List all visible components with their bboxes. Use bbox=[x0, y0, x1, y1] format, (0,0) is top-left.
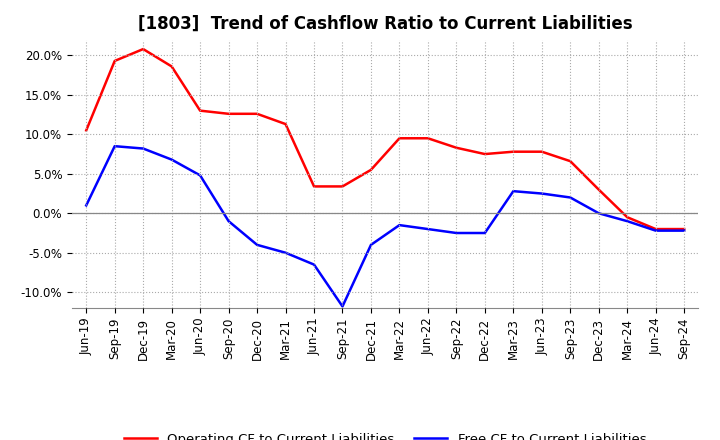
Operating CF to Current Liabilities bbox=[537, 149, 546, 154]
Operating CF to Current Liabilities bbox=[225, 111, 233, 117]
Free CF to Current Liabilities bbox=[680, 228, 688, 233]
Operating CF to Current Liabilities bbox=[652, 227, 660, 232]
Free CF to Current Liabilities bbox=[509, 188, 518, 194]
Operating CF to Current Liabilities bbox=[395, 136, 404, 141]
Free CF to Current Liabilities bbox=[167, 157, 176, 162]
Operating CF to Current Liabilities bbox=[566, 158, 575, 164]
Free CF to Current Liabilities bbox=[82, 203, 91, 208]
Operating CF to Current Liabilities bbox=[110, 58, 119, 63]
Operating CF to Current Liabilities bbox=[338, 184, 347, 189]
Operating CF to Current Liabilities bbox=[423, 136, 432, 141]
Free CF to Current Liabilities bbox=[566, 195, 575, 200]
Operating CF to Current Liabilities bbox=[509, 149, 518, 154]
Free CF to Current Liabilities bbox=[139, 146, 148, 151]
Free CF to Current Liabilities bbox=[225, 219, 233, 224]
Operating CF to Current Liabilities bbox=[196, 108, 204, 113]
Free CF to Current Liabilities bbox=[196, 173, 204, 178]
Free CF to Current Liabilities bbox=[110, 143, 119, 149]
Line: Free CF to Current Liabilities: Free CF to Current Liabilities bbox=[86, 146, 684, 306]
Operating CF to Current Liabilities bbox=[452, 145, 461, 150]
Operating CF to Current Liabilities bbox=[366, 167, 375, 172]
Free CF to Current Liabilities bbox=[652, 228, 660, 233]
Operating CF to Current Liabilities bbox=[82, 128, 91, 133]
Free CF to Current Liabilities bbox=[537, 191, 546, 196]
Free CF to Current Liabilities bbox=[282, 250, 290, 255]
Free CF to Current Liabilities bbox=[623, 219, 631, 224]
Operating CF to Current Liabilities bbox=[253, 111, 261, 117]
Operating CF to Current Liabilities bbox=[623, 215, 631, 220]
Free CF to Current Liabilities bbox=[452, 231, 461, 236]
Legend: Operating CF to Current Liabilities, Free CF to Current Liabilities: Operating CF to Current Liabilities, Fre… bbox=[119, 427, 652, 440]
Title: [1803]  Trend of Cashflow Ratio to Current Liabilities: [1803] Trend of Cashflow Ratio to Curren… bbox=[138, 15, 632, 33]
Free CF to Current Liabilities bbox=[310, 262, 318, 267]
Operating CF to Current Liabilities bbox=[595, 187, 603, 192]
Operating CF to Current Liabilities bbox=[310, 184, 318, 189]
Free CF to Current Liabilities bbox=[395, 223, 404, 228]
Free CF to Current Liabilities bbox=[595, 211, 603, 216]
Free CF to Current Liabilities bbox=[423, 227, 432, 232]
Free CF to Current Liabilities bbox=[253, 242, 261, 247]
Operating CF to Current Liabilities bbox=[282, 121, 290, 127]
Operating CF to Current Liabilities bbox=[139, 47, 148, 52]
Operating CF to Current Liabilities bbox=[680, 227, 688, 232]
Free CF to Current Liabilities bbox=[338, 304, 347, 309]
Operating CF to Current Liabilities bbox=[167, 64, 176, 69]
Operating CF to Current Liabilities bbox=[480, 151, 489, 157]
Line: Operating CF to Current Liabilities: Operating CF to Current Liabilities bbox=[86, 49, 684, 229]
Free CF to Current Liabilities bbox=[366, 242, 375, 247]
Free CF to Current Liabilities bbox=[480, 231, 489, 236]
